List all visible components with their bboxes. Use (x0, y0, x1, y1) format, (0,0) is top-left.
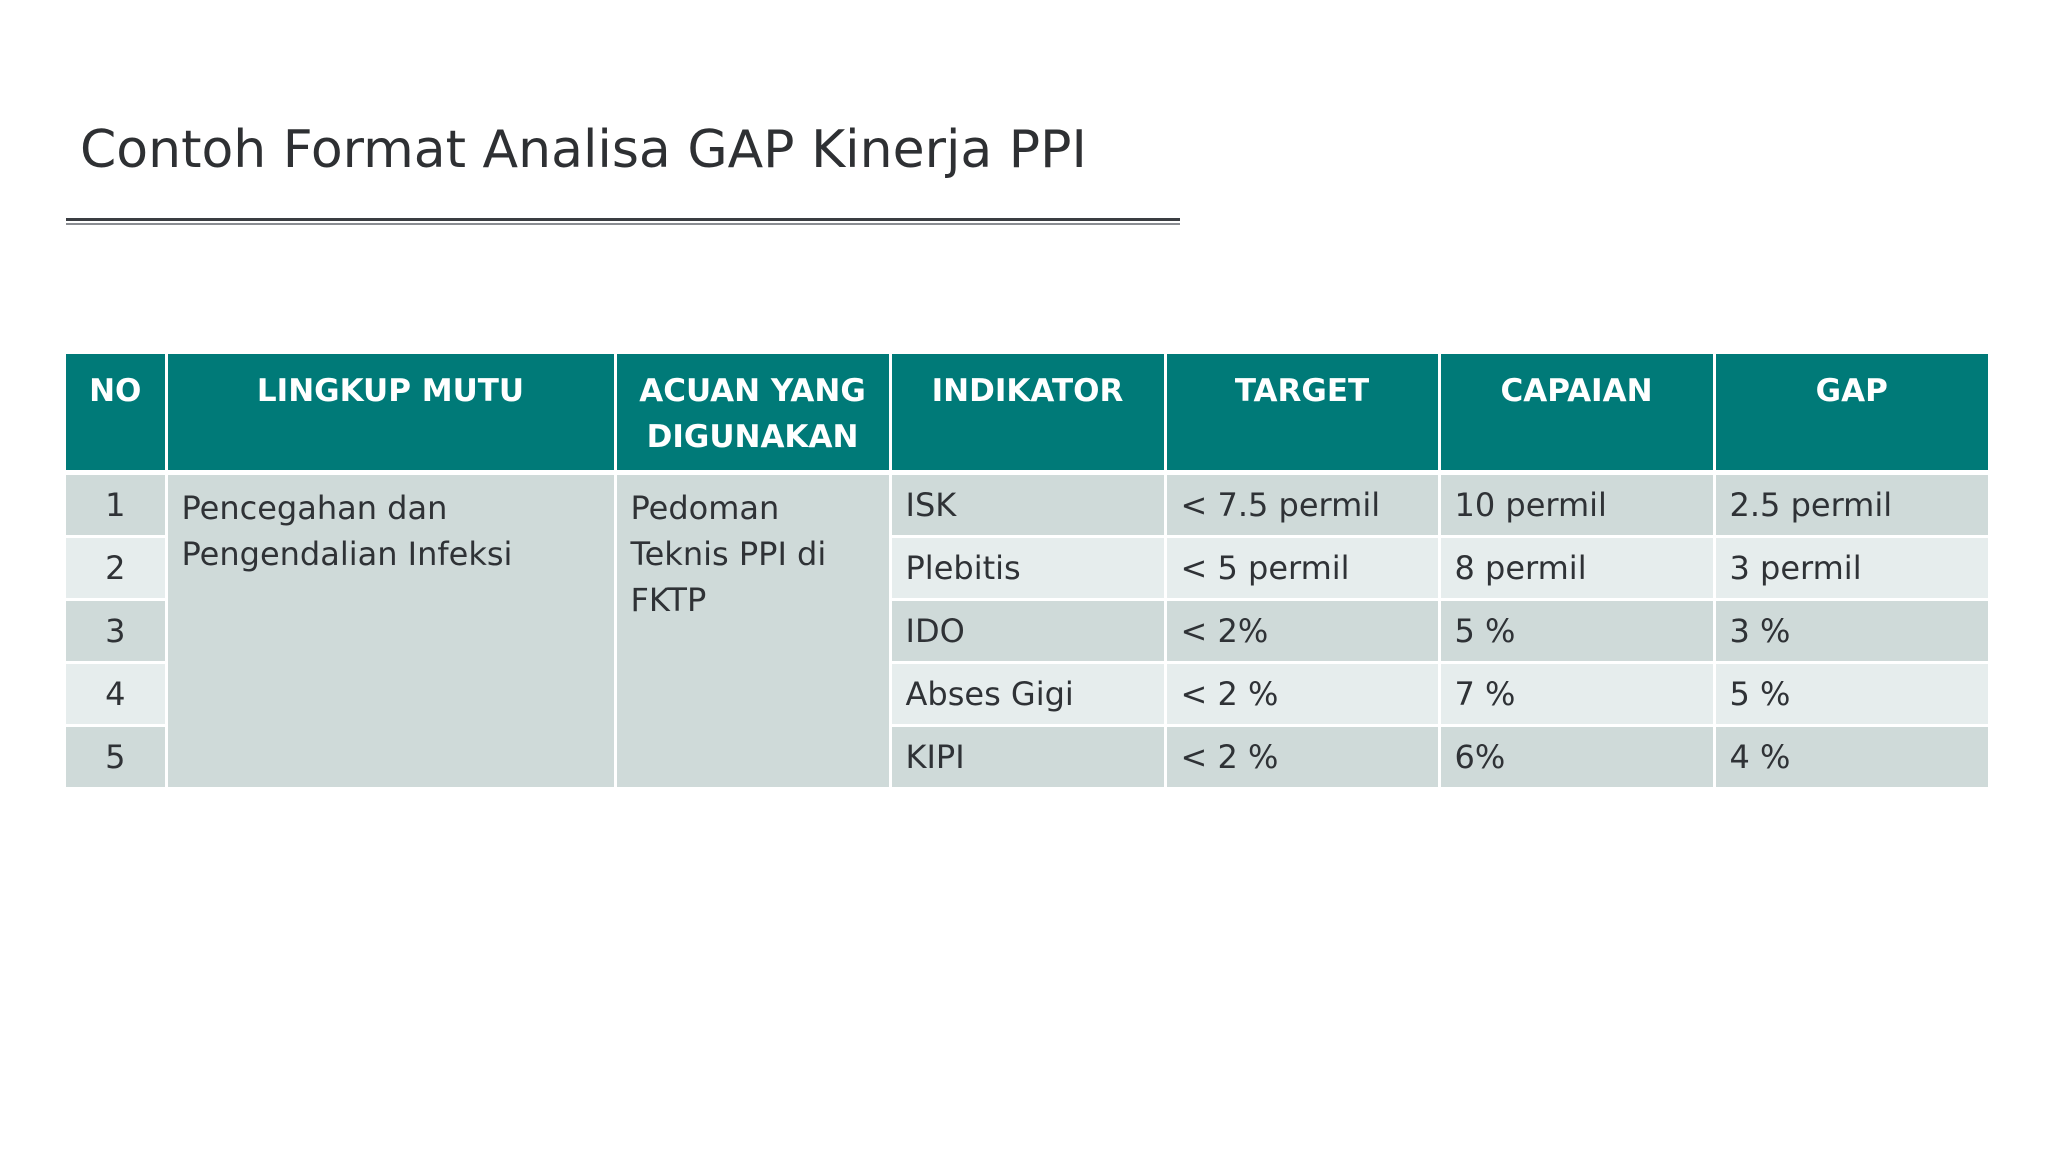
header-lingkup-mutu: LINGKUP MUTU (166, 354, 617, 475)
table-row: 2 Plebitis < 5 permil 8 permil 3 permil (66, 536, 1988, 601)
cell-target: < 2 % (1165, 662, 1441, 727)
cell-capaian: 7 % (1439, 662, 1716, 727)
table-row: 1 Pencegahan dan Pengendalian Infeksi Pe… (66, 472, 1988, 790)
table-row: 3 IDO < 2% 5 % 3 % (66, 599, 1988, 664)
header-capaian: CAPAIAN (1439, 354, 1716, 475)
cell-gap: 5 % (1714, 662, 1988, 727)
header-no: NO (66, 354, 168, 475)
cell-no: 5 (66, 725, 168, 790)
cell-gap: 3 % (1714, 599, 1988, 664)
cell-gap: 4 % (1714, 725, 1988, 790)
title-underline (66, 218, 1180, 221)
table-header-row: NO LINGKUP MUTU ACUAN YANG DIGUNAKAN IND… (66, 354, 1988, 475)
cell-indikator: Abses Gigi (890, 662, 1167, 727)
header-target: TARGET (1165, 354, 1441, 475)
cell-lingkup-mutu: Pencegahan dan Pengendalian Infeksi (166, 472, 617, 790)
cell-indikator: ISK (890, 472, 1167, 538)
cell-target: < 2 % (1165, 725, 1441, 790)
header-acuan: ACUAN YANG DIGUNAKAN (615, 354, 892, 475)
cell-acuan: Pedoman Teknis PPI di FKTP (615, 472, 892, 790)
cell-capaian: 10 permil (1439, 472, 1716, 538)
cell-capaian: 8 permil (1439, 536, 1716, 601)
cell-indikator: IDO (890, 599, 1167, 664)
header-indikator: INDIKATOR (890, 354, 1167, 475)
cell-capaian: 5 % (1439, 599, 1716, 664)
gap-analysis-table: NO LINGKUP MUTU ACUAN YANG DIGUNAKAN IND… (66, 354, 1988, 790)
cell-target: < 7.5 permil (1165, 472, 1441, 538)
cell-target: < 2% (1165, 599, 1441, 664)
table-row: 5 KIPI < 2 % 6% 4 % (66, 725, 1988, 790)
slide-title: Contoh Format Analisa GAP Kinerja PPI (80, 120, 1087, 180)
header-gap: GAP (1714, 354, 1988, 475)
title-underline-secondary (66, 223, 1180, 225)
cell-no: 1 (66, 472, 168, 538)
cell-gap: 3 permil (1714, 536, 1988, 601)
cell-indikator: Plebitis (890, 536, 1167, 601)
cell-capaian: 6% (1439, 725, 1716, 790)
cell-target: < 5 permil (1165, 536, 1441, 601)
cell-no: 3 (66, 599, 168, 664)
cell-no: 4 (66, 662, 168, 727)
cell-gap: 2.5 permil (1714, 472, 1988, 538)
cell-indikator: KIPI (890, 725, 1167, 790)
cell-no: 2 (66, 536, 168, 601)
table-row: 4 Abses Gigi < 2 % 7 % 5 % (66, 662, 1988, 727)
